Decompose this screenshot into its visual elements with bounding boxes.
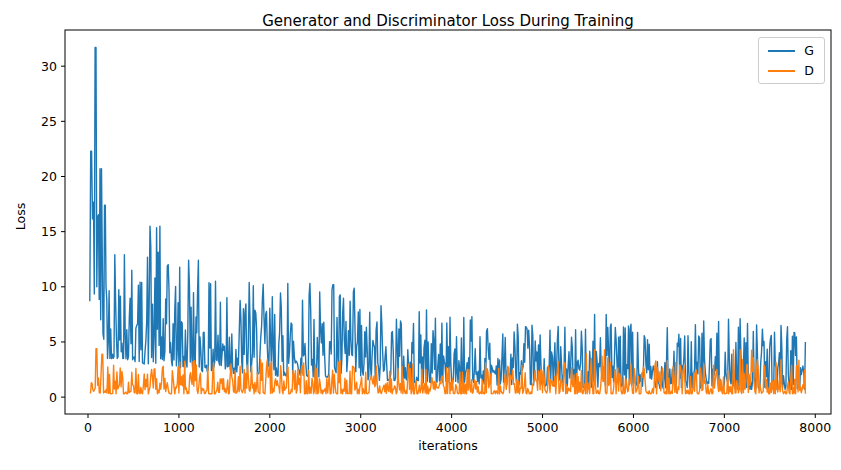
y-tick-label: 15 bbox=[41, 224, 57, 239]
g-loss-line bbox=[90, 47, 806, 389]
x-tick-label: 5000 bbox=[527, 420, 559, 435]
x-tick-label: 7000 bbox=[708, 420, 740, 435]
x-tick-label: 1000 bbox=[163, 420, 195, 435]
legend-label-g: G bbox=[804, 44, 814, 57]
x-tick-label: 6000 bbox=[618, 420, 650, 435]
plot-canvas: 0 1000 2000 3000 4000 5000 6000 7000 8000 0 5 10 15 2… bbox=[0, 0, 841, 470]
figure: { "chart_data": { "type": "line", "title… bbox=[0, 0, 841, 470]
legend: G D bbox=[758, 37, 825, 84]
x-tick-label: 8000 bbox=[799, 420, 831, 435]
legend-label-d: D bbox=[804, 64, 814, 77]
y-tick-label: 0 bbox=[49, 390, 57, 405]
y-tick-label: 25 bbox=[41, 114, 57, 129]
y-tick-label: 10 bbox=[41, 279, 57, 294]
x-axis-label: iterations bbox=[65, 438, 831, 453]
x-tick-label: 0 bbox=[84, 420, 92, 435]
legend-swatch-g-line bbox=[768, 50, 795, 52]
x-tick-label: 2000 bbox=[254, 420, 286, 435]
y-tick-label: 5 bbox=[49, 334, 57, 349]
y-tick-label: 20 bbox=[41, 169, 57, 184]
y-axis-label: Loss bbox=[13, 195, 28, 239]
x-tick-label: 4000 bbox=[436, 420, 468, 435]
legend-swatch-d-line bbox=[768, 70, 795, 72]
x-tick-label: 3000 bbox=[345, 420, 377, 435]
y-tick-label: 30 bbox=[41, 59, 57, 74]
legend-item-d: D bbox=[768, 64, 814, 77]
legend-item-g: G bbox=[768, 44, 814, 57]
